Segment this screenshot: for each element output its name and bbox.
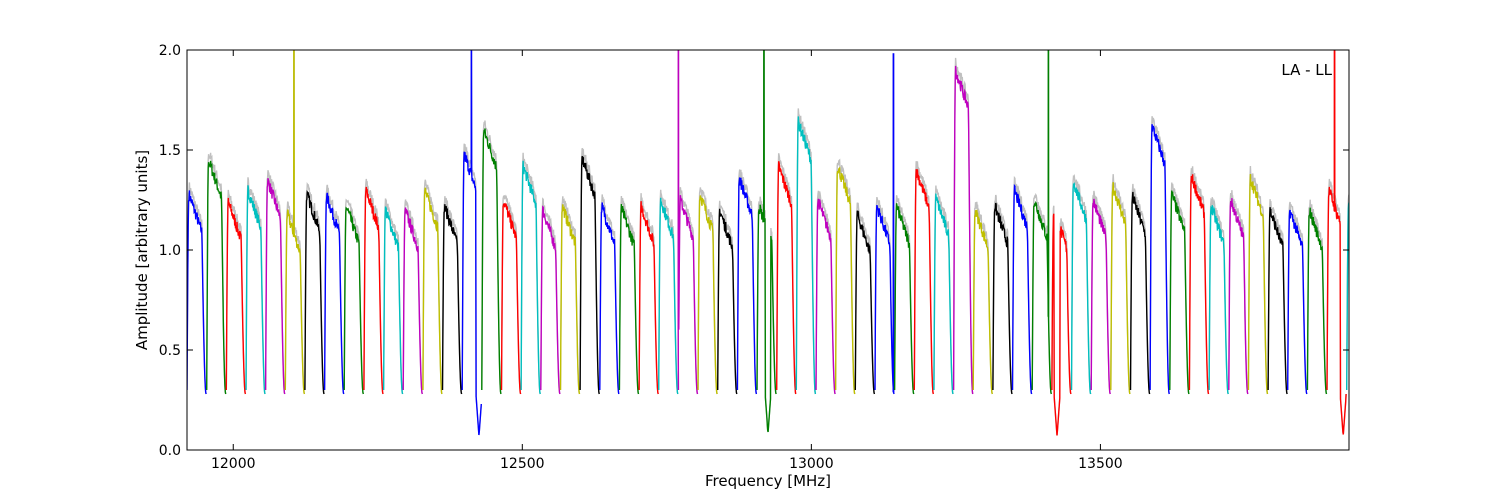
channel-trace [1031,50,1052,395]
channel-trace [776,161,797,395]
channel-trace [1110,182,1131,395]
channel-trace [422,187,443,395]
channel-trace [658,197,679,395]
channel-trace [559,204,581,395]
x-tick-label: 13000 [789,456,834,472]
x-tick-label: 12000 [211,456,256,472]
x-axis-title: Frequency [MHz] [705,472,831,490]
channel-trace [500,202,522,395]
channel-trace [1208,205,1229,395]
channel-trace [893,203,915,395]
channel-trace [206,160,227,395]
channel-trace [382,206,404,395]
channel-trace [1247,173,1269,395]
channel-trace [638,201,659,395]
channel-trace [264,178,286,395]
channel-trace [992,202,1013,395]
channel-trace [520,160,541,395]
chart-annotation: LA - LL [1281,61,1332,79]
channel-trace [1051,213,1072,436]
channel-trace [1188,174,1210,395]
series-layer [187,50,1484,436]
channel-trace [284,50,306,395]
channel-trace [540,205,561,395]
y-tick-label: 1.0 [159,243,181,259]
channel-trace [1287,209,1308,395]
background-trace-segment [1425,156,1444,394]
channel-trace [1011,183,1033,395]
channel-trace [854,210,876,395]
channel-trace [972,209,993,395]
channel-trace [1169,190,1190,395]
channel-trace [225,197,247,395]
channel-trace [677,50,699,395]
background-trace-segment [1366,195,1385,394]
channel-trace [1366,203,1385,394]
channel-trace [343,206,364,395]
channel-trace [441,204,463,395]
y-axis-title: Amplitude [arbitrary units] [133,150,151,350]
channel-trace [1306,207,1328,395]
channel-trace [1267,207,1288,395]
channel-trace [461,50,482,436]
channel-trace [1326,50,1347,435]
y-tick-label: 0.0 [159,443,181,459]
channel-trace [1425,164,1444,394]
channel-trace [1090,198,1111,395]
channel-trace [245,185,266,395]
channel-trace [1465,122,1484,394]
background-trace-segment [1386,197,1405,394]
channel-trace [618,203,640,395]
channel-trace [874,53,895,395]
y-tick-label: 1.5 [159,143,181,159]
background-trace-segment [1346,190,1349,391]
background-trace-segment [1465,114,1484,394]
channel-trace [1445,185,1464,394]
channel-trace [599,202,620,395]
channel-trace [579,155,600,395]
channel-trace [363,186,384,395]
x-tick-label: 13500 [1078,456,1123,472]
channel-trace [736,177,758,395]
channel-trace [1129,191,1151,395]
channel-trace [795,116,817,395]
channel-trace [1149,124,1170,395]
channel-trace [952,65,974,395]
channel-trace [1406,184,1425,394]
channel-trace [323,192,345,395]
channel-trace [756,50,777,433]
y-tick-label: 2.0 [159,43,181,59]
channel-trace [1346,198,1349,391]
channel-trace [1228,198,1249,395]
y-tick-label: 0.5 [159,343,181,359]
channel-trace [815,198,836,395]
channel-trace [717,208,738,395]
background-trace-segment [1445,177,1464,394]
channel-trace [187,190,207,395]
channel-trace [402,207,423,395]
channel-trace [304,189,325,395]
channel-trace [913,169,934,395]
channel-trace [1386,205,1405,394]
x-tick-label: 12500 [500,456,545,472]
tick-layer: 12000 12500 13000 13500 0.0 0.5 1.0 1.5 2.0 [159,43,1349,472]
channel-trace [481,128,502,395]
channel-trace [1070,181,1092,395]
channel-trace [834,166,856,395]
channel-trace [933,193,954,395]
channel-trace [697,195,718,395]
plot-background [187,50,1349,450]
background-trace-segment [1406,176,1425,394]
